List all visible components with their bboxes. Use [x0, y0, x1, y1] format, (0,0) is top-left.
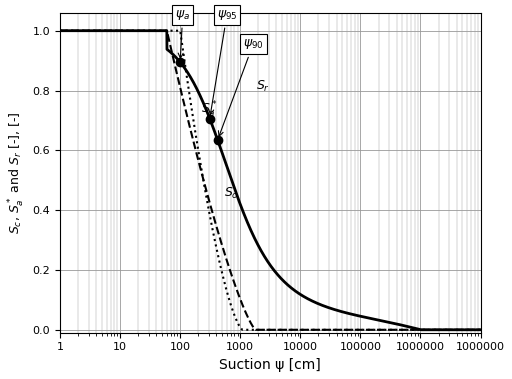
Text: $S_a^*$: $S_a^*$: [201, 100, 218, 120]
Y-axis label: $S_c$, $S_a^*$ and $S_r$ [-], [-]: $S_c$, $S_a^*$ and $S_r$ [-], [-]: [7, 111, 27, 234]
Text: $\psi_{90}$: $\psi_{90}$: [219, 37, 264, 136]
X-axis label: Suction ψ [cm]: Suction ψ [cm]: [220, 358, 321, 372]
Text: $\psi_{95}$: $\psi_{95}$: [209, 8, 237, 114]
Text: $S_o$: $S_o$: [224, 186, 239, 201]
Text: $\psi_a$: $\psi_a$: [175, 8, 190, 58]
Text: $S_r$: $S_r$: [255, 78, 270, 94]
